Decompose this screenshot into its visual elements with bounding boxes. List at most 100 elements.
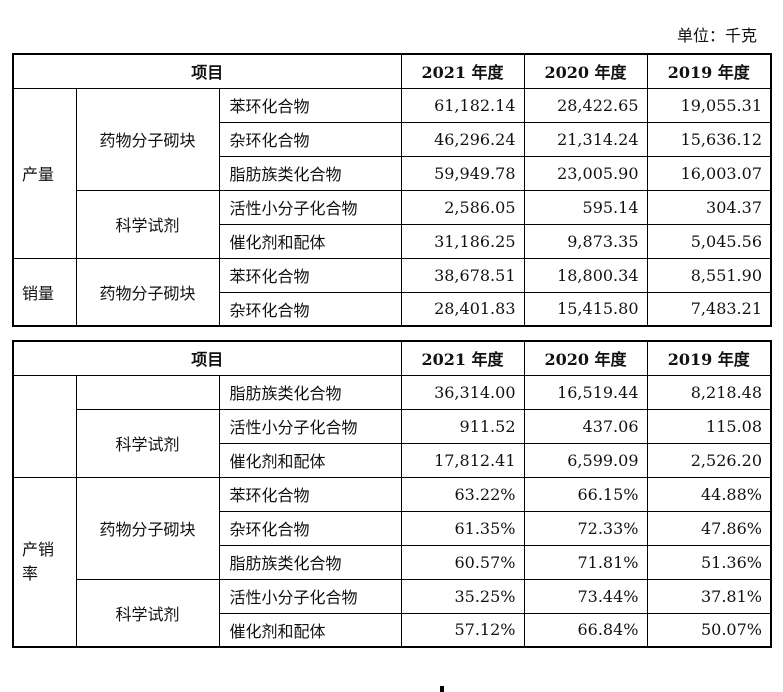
cell-2021: 28,401.83 bbox=[400, 291, 525, 327]
row-label: 催化剂和配体 bbox=[218, 442, 402, 478]
header-2021: 2021 年度 bbox=[400, 53, 525, 89]
cell-2021: 2,586.05 bbox=[400, 189, 525, 225]
sub-reagents: 科学试剂 bbox=[75, 189, 220, 259]
cell-2020: 21,314.24 bbox=[523, 121, 648, 157]
header-2020: 2020 年度 bbox=[523, 340, 648, 376]
production-sales-table: 项目 2021 年度 2020 年度 2019 年度 产量 药物分子砌块 苯环化… bbox=[12, 53, 772, 327]
cell-2019: 47.86% bbox=[646, 510, 772, 546]
table-row: 催化剂和配体 31,186.25 9,873.35 5,045.56 bbox=[13, 223, 772, 259]
table-row: 脂肪族类化合物 36,314.00 16,519.44 8,218.48 bbox=[12, 374, 772, 478]
cell-2021: 63.22% bbox=[400, 476, 525, 512]
cell-2020: 9,873.35 bbox=[523, 223, 648, 259]
row-label: 苯环化合物 bbox=[218, 476, 402, 512]
sub-reagents: 科学试剂 bbox=[75, 578, 220, 648]
table-row: 杂环化合物 28,401.83 15,415.80 7,483.21 bbox=[13, 291, 772, 327]
cell-2021: 31,186.25 bbox=[400, 223, 525, 259]
row-label: 杂环化合物 bbox=[218, 121, 402, 157]
cell-2021: 60.57% bbox=[400, 544, 525, 580]
cell-2019: 51.36% bbox=[646, 544, 772, 580]
row-label: 脂肪族类化合物 bbox=[218, 544, 402, 580]
group-sales-ratio: 产销 率 bbox=[12, 476, 77, 648]
cell-2020: 66.84% bbox=[523, 612, 648, 648]
cell-2021: 59,949.78 bbox=[400, 155, 525, 191]
cell-2020: 16,519.44 bbox=[523, 374, 648, 410]
table-row: 杂环化合物 46,296.24 21,314.24 15,636.12 bbox=[13, 121, 772, 157]
cell-2019: 7,483.21 bbox=[646, 291, 772, 327]
table-row: 脂肪族类化合物 60.57% 71.81% 51.36% bbox=[13, 544, 772, 580]
cell-2020: 73.44% bbox=[523, 578, 648, 614]
cell-2021: 911.52 bbox=[400, 408, 525, 444]
cell-2019: 19,055.31 bbox=[646, 87, 772, 123]
cell-2021: 36,314.00 bbox=[400, 374, 525, 410]
cell-2020: 71.81% bbox=[523, 544, 648, 580]
sub-drug-blocks: 药物分子砌块 bbox=[75, 257, 220, 327]
header-2020: 2020 年度 bbox=[523, 53, 648, 89]
cell-2021: 61.35% bbox=[400, 510, 525, 546]
table-row: 产销 率 药物分子砌块 苯环化合物 63.22% 66.15% 44.88% bbox=[12, 476, 772, 648]
cell-2019: 8,218.48 bbox=[646, 374, 772, 410]
table-row: 产量 药物分子砌块 苯环化合物 61,182.14 28,422.65 19,0… bbox=[12, 87, 772, 259]
cell-2020: 72.33% bbox=[523, 510, 648, 546]
table-row: 催化剂和配体 17,812.41 6,599.09 2,526.20 bbox=[13, 442, 772, 478]
table-row: 科学试剂 活性小分子化合物 35.25% 73.44% 37.81% bbox=[13, 578, 772, 648]
cell-2019: 8,551.90 bbox=[646, 257, 772, 293]
table-row: 销量 药物分子砌块 苯环化合物 38,678.51 18,800.34 8,55… bbox=[12, 257, 772, 327]
cell-2021: 35.25% bbox=[400, 578, 525, 614]
cell-2019: 16,003.07 bbox=[646, 155, 772, 191]
table-header-row: 项目 2021 年度 2020 年度 2019 年度 bbox=[12, 340, 772, 376]
sub-reagents: 科学试剂 bbox=[75, 408, 220, 478]
cell-2019: 44.88% bbox=[646, 476, 772, 512]
header-item: 项目 bbox=[12, 340, 402, 376]
page-mark bbox=[440, 686, 444, 692]
table-row: 催化剂和配体 57.12% 66.84% 50.07% bbox=[13, 612, 772, 648]
header-2019: 2019 年度 bbox=[646, 53, 772, 89]
sub-drug-blocks: 药物分子砌块 bbox=[75, 87, 220, 191]
row-label: 脂肪族类化合物 bbox=[218, 155, 402, 191]
cell-2019: 2,526.20 bbox=[646, 442, 772, 478]
cell-2020: 18,800.34 bbox=[523, 257, 648, 293]
cell-2019: 50.07% bbox=[646, 612, 772, 648]
cell-2021: 61,182.14 bbox=[400, 87, 525, 123]
row-label: 脂肪族类化合物 bbox=[218, 374, 402, 410]
cell-2019: 304.37 bbox=[646, 189, 772, 225]
sub-empty bbox=[75, 374, 220, 410]
cell-2019: 15,636.12 bbox=[646, 121, 772, 157]
cell-2021: 38,678.51 bbox=[400, 257, 525, 293]
row-label: 活性小分子化合物 bbox=[218, 408, 402, 444]
row-label: 苯环化合物 bbox=[218, 87, 402, 123]
row-label: 杂环化合物 bbox=[218, 291, 402, 327]
table-row: 科学试剂 活性小分子化合物 2,586.05 595.14 304.37 bbox=[13, 189, 772, 259]
row-label: 催化剂和配体 bbox=[218, 223, 402, 259]
cell-2021: 17,812.41 bbox=[400, 442, 525, 478]
table-header-row: 项目 2021 年度 2020 年度 2019 年度 bbox=[12, 53, 772, 89]
cell-2021: 46,296.24 bbox=[400, 121, 525, 157]
header-2021: 2021 年度 bbox=[400, 340, 525, 376]
row-label: 杂环化合物 bbox=[218, 510, 402, 546]
sub-drug-blocks: 药物分子砌块 bbox=[75, 476, 220, 580]
cell-2019: 5,045.56 bbox=[646, 223, 772, 259]
group-production: 产量 bbox=[12, 87, 77, 259]
header-2019: 2019 年度 bbox=[646, 340, 772, 376]
sales-ratio-table: 项目 2021 年度 2020 年度 2019 年度 脂肪族类化合物 36,31… bbox=[12, 340, 772, 648]
table-row: 科学试剂 活性小分子化合物 911.52 437.06 115.08 bbox=[13, 408, 772, 478]
cell-2020: 23,005.90 bbox=[523, 155, 648, 191]
row-label: 活性小分子化合物 bbox=[218, 578, 402, 614]
row-label: 苯环化合物 bbox=[218, 257, 402, 293]
cell-2019: 115.08 bbox=[646, 408, 772, 444]
row-label: 活性小分子化合物 bbox=[218, 189, 402, 225]
table-row: 脂肪族类化合物 59,949.78 23,005.90 16,003.07 bbox=[13, 155, 772, 191]
cell-2020: 28,422.65 bbox=[523, 87, 648, 123]
cell-2020: 437.06 bbox=[523, 408, 648, 444]
cell-2020: 15,415.80 bbox=[523, 291, 648, 327]
cell-2019: 37.81% bbox=[646, 578, 772, 614]
cell-2020: 66.15% bbox=[523, 476, 648, 512]
group-sales: 销量 bbox=[12, 257, 77, 327]
cell-2020: 6,599.09 bbox=[523, 442, 648, 478]
group-sales-continued bbox=[12, 374, 77, 478]
header-item: 项目 bbox=[12, 53, 402, 89]
table-row: 杂环化合物 61.35% 72.33% 47.86% bbox=[13, 510, 772, 546]
cell-2021: 57.12% bbox=[400, 612, 525, 648]
cell-2020: 595.14 bbox=[523, 189, 648, 225]
unit-label: 单位：千克 bbox=[676, 26, 757, 45]
row-label: 催化剂和配体 bbox=[218, 612, 402, 648]
